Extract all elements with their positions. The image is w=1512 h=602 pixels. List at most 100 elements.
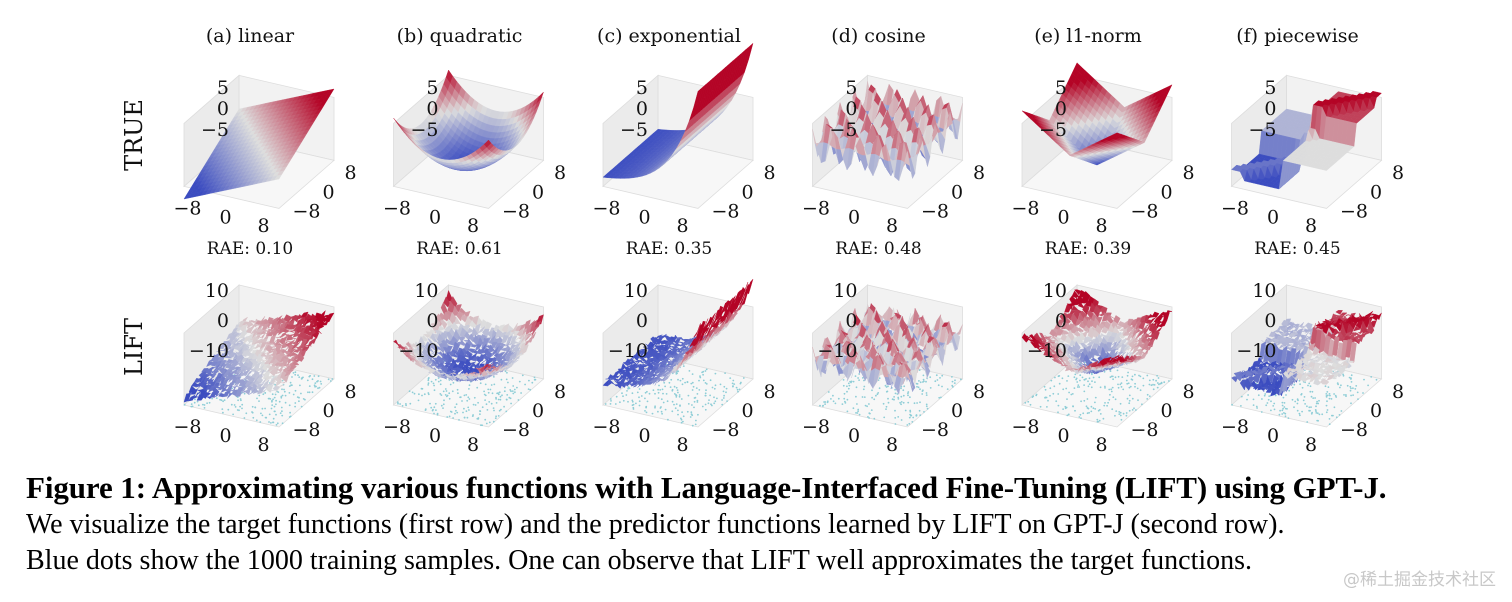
sample-dot	[671, 388, 674, 391]
sample-dot	[684, 381, 686, 384]
surface-cell	[228, 352, 236, 358]
sample-dot	[484, 394, 487, 397]
sample-dot	[273, 396, 276, 399]
panel-title: (c) exponential	[597, 25, 741, 47]
sample-dot	[709, 394, 711, 397]
sample-dot	[837, 397, 840, 400]
sample-dot	[439, 379, 442, 382]
surface-cell	[274, 174, 282, 181]
z-tick-label: 0	[845, 98, 857, 120]
sample-dot	[823, 401, 825, 403]
sample-dot	[941, 385, 943, 388]
sample-dot	[725, 391, 727, 394]
sample-dot	[907, 392, 909, 395]
x-tick-label: 0	[848, 425, 860, 447]
sample-dot	[448, 397, 451, 400]
sample-dot	[516, 386, 518, 389]
y-tick-label: 0	[951, 400, 963, 422]
sample-dot	[506, 394, 509, 396]
sample-dot	[609, 398, 612, 400]
sample-dot	[277, 391, 280, 393]
x-tick-label: −8	[802, 416, 830, 438]
sample-dot	[934, 380, 937, 383]
sample-dot	[834, 402, 837, 405]
sample-dot	[484, 418, 487, 421]
sample-dot	[472, 403, 475, 406]
sample-dot	[708, 399, 710, 401]
sample-dot	[468, 388, 470, 390]
sample-dot	[696, 401, 699, 403]
sample-dot	[439, 383, 442, 386]
sample-dot	[902, 389, 905, 392]
sample-dot	[300, 392, 302, 395]
sample-dot	[646, 390, 648, 393]
sample-dot	[271, 393, 274, 396]
sample-dot	[280, 395, 283, 398]
sample-dot	[294, 402, 297, 404]
sample-dot	[433, 406, 436, 409]
x-tick-label: 8	[886, 434, 898, 456]
sample-dot	[722, 397, 725, 399]
sample-dot	[711, 404, 713, 407]
sample-dot	[418, 393, 420, 396]
sample-dot	[494, 417, 497, 420]
x-tick-label: −8	[173, 416, 201, 438]
sample-dot	[681, 383, 684, 386]
sample-dot	[915, 414, 918, 417]
rae-label: RAE: 0.35	[626, 239, 712, 259]
y-tick-label: 0	[322, 181, 334, 203]
sample-dot	[604, 403, 607, 405]
x-tick-label: 8	[676, 434, 688, 456]
sample-dot	[665, 393, 668, 395]
sample-dot	[311, 378, 314, 381]
sample-dot	[819, 404, 821, 407]
sample-dot	[723, 385, 726, 388]
sample-dot	[498, 391, 501, 394]
sample-dot	[492, 407, 495, 409]
z-tick-label: 0	[217, 310, 229, 332]
sample-dot	[194, 398, 196, 401]
z-tick-label: 0	[636, 98, 648, 120]
sample-dot	[919, 388, 921, 391]
sample-dot	[652, 389, 655, 392]
z-tick-label: −5	[829, 119, 857, 141]
sample-dot	[283, 390, 286, 393]
sample-dot	[870, 409, 873, 411]
sample-dot	[533, 376, 536, 379]
sample-dot	[682, 415, 685, 418]
sample-dot	[273, 410, 276, 413]
sample-dot	[638, 396, 640, 399]
sample-dot	[899, 401, 901, 404]
sample-dot	[719, 383, 722, 386]
surface-cell	[237, 368, 246, 373]
sample-dot	[614, 403, 617, 405]
sample-dot	[465, 410, 468, 413]
sample-dot	[904, 409, 907, 412]
sample-dot	[497, 398, 500, 401]
sample-dot	[705, 389, 707, 392]
sample-dot	[903, 385, 906, 388]
sample-dot	[631, 392, 634, 395]
z-tick-label: 5	[426, 77, 438, 99]
sample-dot	[448, 415, 451, 418]
sample-dot	[677, 378, 679, 381]
sample-dot	[732, 379, 735, 382]
sample-dot	[314, 382, 317, 384]
sample-dot	[645, 406, 647, 409]
sample-dot	[284, 401, 287, 404]
y-tick-label: −8	[921, 201, 949, 223]
sample-dot	[270, 407, 273, 410]
surface-cell	[249, 327, 258, 335]
sample-dot	[731, 382, 734, 385]
sample-dot	[843, 397, 846, 400]
sample-dot	[863, 396, 866, 398]
x-tick-label: 8	[676, 215, 688, 237]
sample-dot	[484, 399, 486, 401]
sample-dot	[444, 388, 447, 390]
sample-dot	[855, 386, 858, 389]
sample-dot	[193, 401, 196, 404]
sample-dot	[882, 402, 885, 405]
sample-dot	[691, 414, 694, 417]
sample-dot	[236, 409, 239, 411]
sample-dot	[196, 400, 199, 403]
